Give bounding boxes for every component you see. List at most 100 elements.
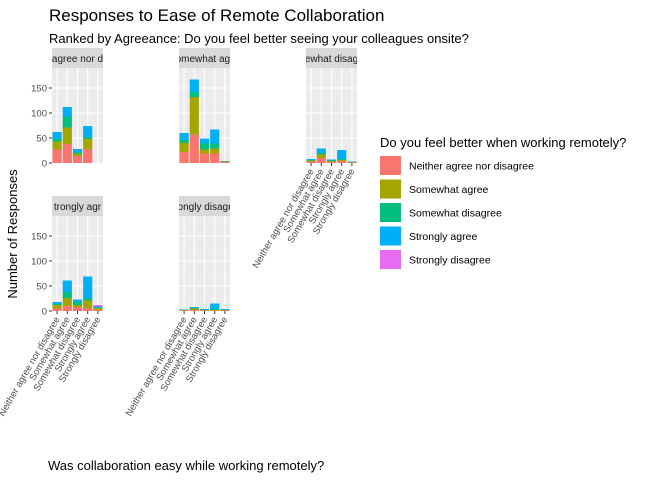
facet-strip bbox=[52, 196, 103, 216]
bar-segment bbox=[306, 159, 316, 160]
y-tick-label: 100 bbox=[31, 109, 47, 120]
bar-segment bbox=[220, 310, 230, 311]
bar-segment bbox=[189, 79, 199, 92]
legend-item-label: Somewhat agree bbox=[409, 184, 489, 196]
bar-segment bbox=[72, 149, 83, 153]
legend-swatch bbox=[380, 203, 401, 222]
bar-segment bbox=[179, 143, 189, 152]
y-tick-label: 150 bbox=[31, 232, 47, 243]
bar-segment bbox=[179, 133, 189, 140]
bar-segment bbox=[179, 310, 189, 311]
bar-segment bbox=[72, 305, 83, 307]
legend-item-label: Strongly agree bbox=[409, 231, 477, 243]
bar-segment bbox=[347, 161, 357, 162]
bar-segment bbox=[316, 154, 326, 158]
bar-segment bbox=[220, 161, 230, 162]
bar-segment bbox=[189, 310, 199, 311]
bar-segment bbox=[316, 158, 326, 163]
bar-segment bbox=[52, 139, 62, 142]
bar-segment bbox=[62, 144, 72, 163]
facet-panels: agree nor d 0 50 100 150 omewhat agr ewhat dis… bbox=[0, 48, 358, 418]
bar-segment bbox=[189, 308, 199, 309]
bar-segment bbox=[326, 162, 337, 163]
legend-item-label: Neither agree nor disagree bbox=[409, 161, 534, 173]
bar-segment bbox=[62, 298, 72, 306]
bar-segment bbox=[52, 308, 62, 311]
bar-segment bbox=[83, 137, 93, 139]
y-tick-label: 50 bbox=[36, 134, 47, 145]
facet-strip-label: ewhat disag bbox=[305, 54, 358, 65]
bar-segment bbox=[93, 305, 103, 307]
bar-segment bbox=[337, 160, 347, 161]
bar-segment bbox=[210, 129, 220, 144]
bar-segment bbox=[62, 116, 72, 128]
bar-segment bbox=[83, 298, 93, 301]
bar-segment bbox=[326, 159, 337, 161]
chart-title: Responses to Ease of Remote Collaboratio… bbox=[49, 6, 384, 25]
bar-segment bbox=[306, 160, 316, 162]
bar-segment bbox=[83, 300, 93, 308]
bar-segment bbox=[189, 308, 199, 310]
bar-segment bbox=[306, 160, 316, 161]
legend-item-label: Strongly disagree bbox=[409, 255, 491, 267]
bar-segment bbox=[72, 302, 83, 305]
y-axis-title: Number of Responses bbox=[5, 169, 20, 299]
bar-segment bbox=[199, 309, 210, 310]
facet-strip-label: agree nor d bbox=[52, 54, 103, 65]
bar-segment bbox=[83, 276, 93, 299]
facet-strip bbox=[306, 48, 357, 68]
bar-segment bbox=[52, 132, 62, 139]
legend-swatch bbox=[380, 226, 401, 246]
legend-swatch bbox=[380, 156, 401, 175]
bar-segment bbox=[210, 309, 220, 310]
bar-segment bbox=[62, 107, 72, 117]
bar-segment bbox=[52, 149, 62, 163]
bar-segment bbox=[210, 303, 220, 309]
y-tick-label: 150 bbox=[31, 84, 47, 95]
bar-segment bbox=[179, 310, 189, 311]
legend: Do you feel better when working remotely… bbox=[380, 135, 626, 269]
facet-strip-label: omewhat agr bbox=[176, 54, 234, 65]
bar-segment bbox=[72, 156, 83, 163]
bar-segment bbox=[220, 309, 230, 310]
bar-segment bbox=[347, 162, 357, 163]
bar-segment bbox=[52, 302, 62, 304]
legend-swatch bbox=[380, 250, 401, 269]
facet-strip-label: ongly disagr bbox=[178, 202, 233, 213]
bar-segment bbox=[199, 153, 210, 163]
bar-segment bbox=[93, 306, 103, 308]
bar-segment bbox=[337, 161, 347, 163]
bar-segment bbox=[210, 153, 220, 163]
bar-segment bbox=[189, 97, 199, 135]
bar-segment bbox=[93, 308, 103, 310]
bar-segment bbox=[220, 161, 230, 162]
facet-strip bbox=[179, 48, 230, 68]
facet-strip-label: trongly agr bbox=[54, 202, 102, 213]
bar-segment bbox=[62, 127, 72, 144]
bar-segment bbox=[199, 138, 210, 144]
bar-segment bbox=[220, 162, 230, 163]
bar-segment bbox=[220, 310, 230, 311]
bar-segment bbox=[179, 140, 189, 143]
bar-segment bbox=[306, 161, 316, 163]
bar-segment bbox=[83, 139, 93, 149]
legend-item-label: Somewhat disagree bbox=[409, 208, 502, 220]
bar-segment bbox=[83, 308, 93, 311]
bar-segment bbox=[179, 152, 189, 163]
bar-segment bbox=[210, 148, 220, 154]
bar-segment bbox=[83, 126, 93, 137]
facet-panel: agree nor d 0 50 100 150 bbox=[31, 48, 103, 170]
y-tick-label: 100 bbox=[31, 257, 47, 268]
bar-segment bbox=[326, 161, 337, 162]
legend-swatch bbox=[380, 179, 401, 199]
chart-subtitle: Ranked by Agreeance: Do you feel better … bbox=[49, 31, 469, 46]
bar-segment bbox=[337, 159, 347, 160]
bar-segment bbox=[337, 150, 347, 159]
bar-segment bbox=[72, 299, 83, 302]
bar-segment bbox=[199, 310, 210, 311]
bar-segment bbox=[210, 310, 220, 311]
bar-segment bbox=[347, 162, 357, 163]
facet-panel: omewhat agr bbox=[176, 48, 234, 164]
